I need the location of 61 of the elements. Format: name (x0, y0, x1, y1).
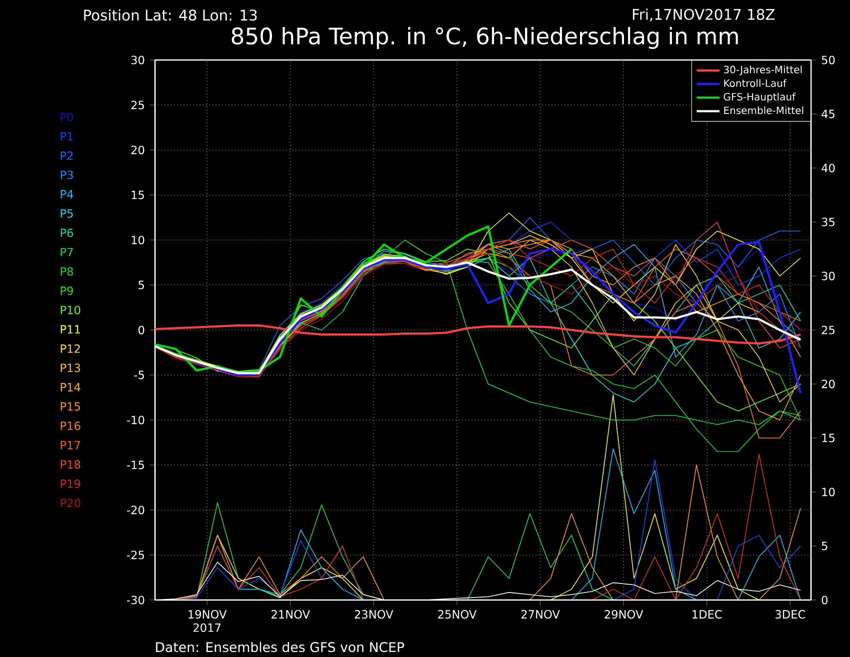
legend-label: GFS-Hauptlauf (724, 92, 796, 102)
y2-tick-label: 50 (822, 56, 835, 64)
y2-tick-label: 35 (822, 218, 834, 226)
text: Daten: Ensembles des GFS von NCEP (156, 642, 404, 652)
x-tick-label: 27NOV (521, 610, 560, 619)
y-tick-label: -25 (126, 550, 144, 560)
y2-tick-label: 45 (822, 110, 834, 118)
y-tick-label: 30 (131, 56, 144, 64)
y-tick-label: -5 (134, 370, 144, 380)
y2-tick-label: 10 (822, 488, 835, 496)
y2-tick-label: 0 (822, 596, 828, 604)
text: P0 (60, 112, 74, 122)
y-tick-label: 10 (132, 236, 144, 244)
text: Fri,17NOV2017 18Z (632, 8, 775, 22)
x-tick-label: 19NOV 2017 (188, 610, 227, 632)
text: P1 (60, 132, 73, 140)
y2-tick-label: 30 (822, 272, 835, 280)
y-tick-label: -15 (126, 460, 144, 470)
text: P8 (60, 267, 73, 276)
y-tick-label: -10 (126, 416, 144, 424)
y-tick-label: -20 (126, 506, 144, 514)
x-tick-label: 21NOV (272, 610, 310, 619)
x-tick-label: 29NOV (604, 610, 644, 619)
y-tick-label: -30 (126, 596, 144, 604)
text: P6 (60, 228, 74, 238)
text: P5 (60, 209, 73, 218)
text: P9 (60, 286, 73, 295)
y2-tick-label: 5 (822, 542, 828, 550)
text: P14 (60, 383, 80, 392)
text: P19 (60, 479, 80, 488)
text: P17 (60, 440, 80, 450)
x-tick-label: 25NOV (438, 610, 477, 619)
y2-tick-label: 40 (822, 164, 835, 172)
text: P7 (60, 248, 73, 256)
x-tick-label: 23NOV (354, 610, 394, 619)
chart-title: 850 hPa Temp. in °C, 6h-Niederschlag in mm (232, 27, 738, 49)
legend-label: Kontroll-Lauf (724, 79, 787, 87)
legend-label: 30-Jahres-Mittel (724, 66, 802, 76)
x-tick-label: 3DEC (776, 610, 806, 619)
text: P4 (60, 190, 74, 198)
chart-subtitle: Position Lat: 48 Lon: 13 (84, 9, 257, 21)
y2-tick-label: 20 (822, 380, 835, 388)
text: P18 (60, 460, 80, 469)
y2-tick-label: 25 (822, 326, 834, 334)
legend-label: Ensemble-Mittel (724, 106, 804, 114)
text: P2 (60, 151, 73, 160)
text: P16 (60, 422, 80, 430)
text: P12 (60, 344, 80, 353)
text: P10 (60, 306, 80, 314)
text: P15 (60, 402, 80, 411)
y-tick-label: 5 (138, 280, 144, 290)
y-tick-label: 20 (131, 146, 144, 154)
y-tick-label: 25 (131, 100, 144, 110)
y-tick-label: 0 (138, 326, 144, 334)
text: P3 (60, 170, 73, 180)
y2-tick-label: 15 (822, 434, 834, 442)
y-tick-label: 15 (132, 190, 144, 200)
x-tick-label: 1DEC (692, 610, 722, 619)
text: P20 (60, 498, 80, 508)
text: P11 (60, 325, 80, 334)
text: P13 (60, 364, 80, 372)
